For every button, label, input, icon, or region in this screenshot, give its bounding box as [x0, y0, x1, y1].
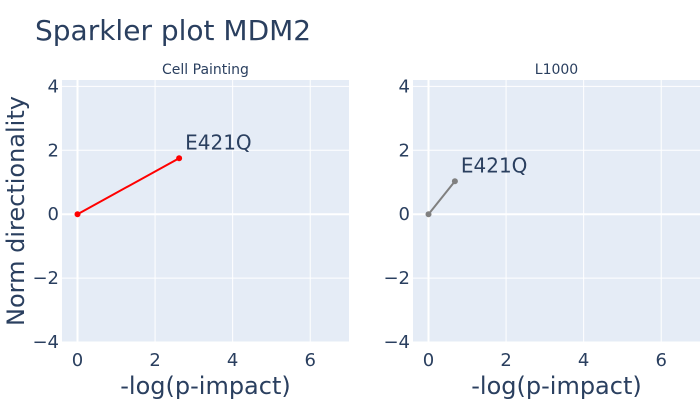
panel-0: 0 2 4 6 −4 −2 0 2 4 Cell Painting -log(p-impact) E4…: [32, 62, 349, 400]
series-line: [427, 180, 456, 215]
x-axis-title: -log(p-impact): [471, 372, 641, 400]
data-point: [74, 211, 81, 218]
y-tick-label: 4: [48, 76, 59, 97]
x-tick-label: 2: [149, 350, 160, 371]
x-tick-label: 6: [304, 350, 315, 371]
data-point: [451, 178, 458, 185]
x-axis-title: -log(p-impact): [120, 372, 290, 400]
plot-area-0: [62, 80, 349, 342]
series-line: [77, 157, 180, 216]
plot-area-1: [413, 80, 700, 342]
panel-subtitle: Cell Painting: [162, 62, 249, 78]
y-tick-label: 2: [399, 140, 410, 161]
panel-subtitle: L1000: [535, 62, 578, 78]
y-tick-label: −2: [32, 268, 59, 289]
x-tick-label: 2: [500, 350, 511, 371]
y-tick-label: 0: [48, 204, 59, 225]
y-tick-label: −2: [383, 268, 410, 289]
chart-title: Sparkler plot MDM2: [35, 14, 311, 47]
data-point: [425, 211, 432, 218]
y-tick-label: −4: [32, 332, 59, 353]
y-tick-label: 0: [399, 204, 410, 225]
x-tick-label: 4: [578, 350, 589, 371]
x-tick-label: 6: [655, 350, 666, 371]
y-tick-label: 4: [399, 76, 410, 97]
point-annotation: E421Q: [461, 153, 528, 177]
x-tick-label: 4: [227, 350, 238, 371]
point-annotation: E421Q: [185, 130, 252, 154]
x-tick-label: 0: [72, 350, 83, 371]
panel-1: 0 2 4 6 −4 −2 0 2 4 L1000 -log(p-impact) E421Q: [383, 62, 700, 400]
x-tick-label: 0: [423, 350, 434, 371]
data-point: [176, 155, 183, 162]
y-tick-label: −4: [383, 332, 410, 353]
y-axis-title: Norm directionality: [2, 96, 30, 326]
y-tick-label: 2: [48, 140, 59, 161]
